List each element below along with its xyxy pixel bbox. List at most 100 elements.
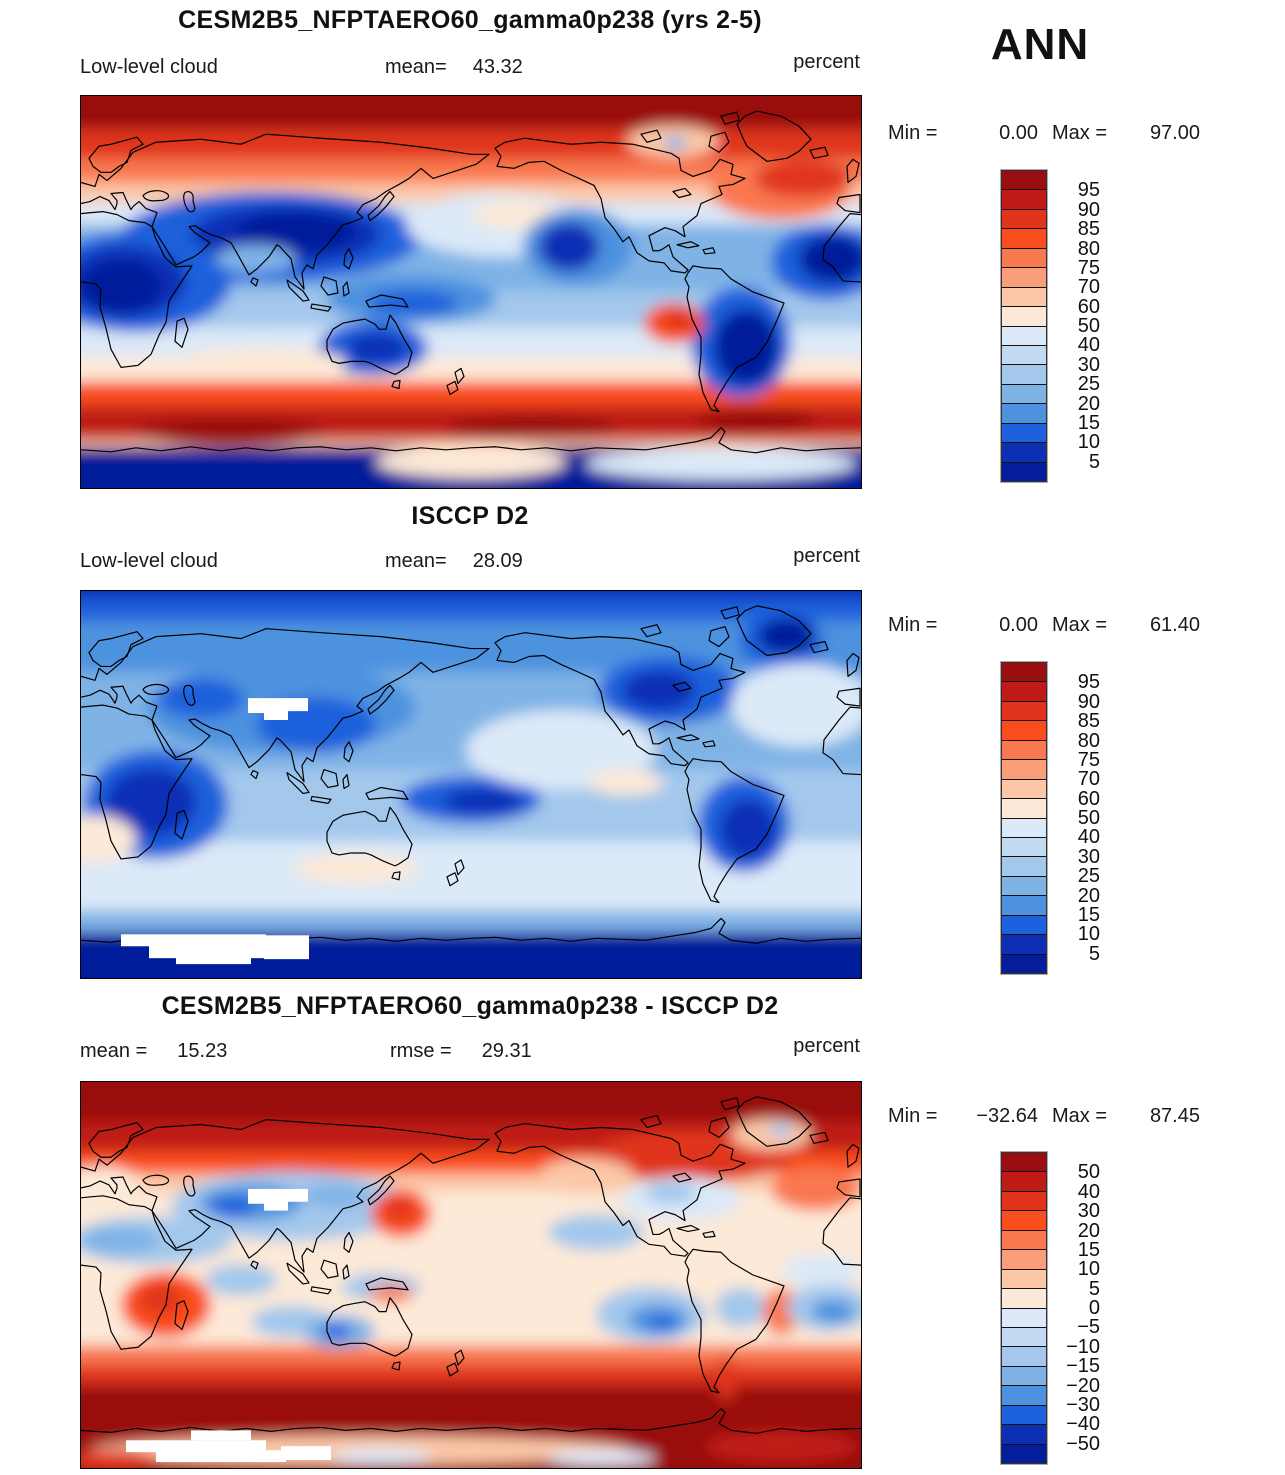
- colorbar-tick-label: 15: [1077, 903, 1100, 926]
- colorbar-tick-label: −15: [1066, 1355, 1100, 1378]
- colorbar-tick-label: 20: [1077, 392, 1100, 415]
- colorbar-segment: [1002, 875, 1046, 896]
- colorbar-segment: [1002, 403, 1046, 423]
- colorbar-segment: [1002, 189, 1046, 209]
- colorbar-tick-label: −30: [1066, 1393, 1100, 1416]
- colorbar-segment: [1002, 739, 1046, 760]
- rmse-stat: rmse = 29.31: [390, 1040, 532, 1063]
- colorbar-tick-label: 10: [1077, 923, 1100, 946]
- min-value: −32.64: [976, 1105, 1038, 1127]
- colorbar-segment: [1002, 1404, 1046, 1425]
- units-label: percent: [793, 1035, 860, 1057]
- colorbar-tick-label: 15: [1077, 411, 1100, 434]
- colorbar-segment: [1002, 247, 1046, 268]
- colorbar-tick-label: 80: [1077, 237, 1100, 260]
- mean-value: 43.32: [472, 56, 523, 78]
- map-model: [80, 95, 862, 489]
- mean-stat: mean= 43.32: [385, 56, 523, 79]
- missing-data-antarctica: [126, 1430, 331, 1463]
- colorbar-segment: [1002, 208, 1046, 229]
- colorbar-tick-label: −50: [1066, 1432, 1100, 1455]
- colorbar-segment: [1002, 344, 1046, 365]
- colorbar-segment: [1002, 1171, 1046, 1191]
- colorbar-segment: [1002, 1385, 1046, 1405]
- max-value: 97.00: [1149, 122, 1200, 144]
- max-value: 61.40: [1149, 614, 1200, 636]
- colorbar-tick-label: 5: [1088, 942, 1100, 965]
- colorbar-tick-label: 90: [1077, 690, 1100, 713]
- map-obs: [80, 590, 862, 979]
- colorbar-tick-label: 30: [1077, 353, 1100, 376]
- colorbar-segment: [1002, 895, 1046, 915]
- colorbar-obs: 95 90 85 80 75 70 60 50 40 30 25 20 15 10 5: [1000, 661, 1100, 975]
- colorbar-segment: [1002, 306, 1046, 326]
- colorbar-tick-label: 70: [1077, 768, 1100, 791]
- mean-stat: mean = 15.23: [80, 1040, 227, 1063]
- colorbar-segment: [1002, 364, 1046, 384]
- colorbar-segment: [1002, 286, 1046, 307]
- max-label: Max =: [1052, 1105, 1108, 1127]
- field-label: Low-level cloud: [80, 56, 218, 78]
- colorbar-tick-label: 70: [1077, 276, 1100, 299]
- colorbar-segment: [1002, 720, 1046, 740]
- minmax-diff: Min = −32.64 Max = 87.45: [888, 1105, 1200, 1128]
- minmax-model: Min = 0.00 Max = 97.00: [888, 122, 1200, 145]
- colorbar-tick-label: 25: [1077, 865, 1100, 888]
- minmax-obs: Min = 0.00 Max = 61.40: [888, 614, 1200, 637]
- colorbar-segment: [1002, 1268, 1046, 1289]
- colorbar-segment: [1002, 1229, 1046, 1250]
- colorbar-segment: [1002, 798, 1046, 818]
- rmse-label: rmse =: [390, 1040, 452, 1062]
- colorbar-segment: [1002, 1424, 1046, 1444]
- colorbar-tick-label: 95: [1077, 179, 1100, 202]
- panel-subtitle-row-model: Low-level cloud mean= 43.32 percent: [80, 51, 860, 84]
- min-label: Min =: [888, 614, 938, 636]
- colorbar-segment: [1002, 681, 1046, 701]
- colorbar-tick-label: −10: [1066, 1335, 1100, 1358]
- colorbar-tick-label: 20: [1077, 1219, 1100, 1242]
- colorbar-segment: [1002, 1288, 1046, 1308]
- colorbar-segment: [1002, 934, 1046, 954]
- max-label: Max =: [1052, 614, 1108, 636]
- colorbar-segment: [1002, 1210, 1046, 1230]
- colorbar-tick-label: 85: [1077, 218, 1100, 241]
- rmse-value: 29.31: [481, 1040, 532, 1062]
- colorbar-segment: [1002, 1307, 1046, 1327]
- colorbar-segment: [1002, 856, 1046, 876]
- colorbar-tick-label: 5: [1088, 1277, 1100, 1300]
- mean-value: 28.09: [472, 550, 523, 572]
- colorbar-segment: [1002, 953, 1046, 973]
- colorbar-segment: [1002, 700, 1046, 721]
- field-label: Low-level cloud: [80, 550, 218, 572]
- colorbar-tick-label: 10: [1077, 431, 1100, 454]
- min-value: 0.00: [999, 614, 1038, 636]
- colorbar-segment: [1002, 325, 1046, 345]
- colorbar-tick-label: 80: [1077, 729, 1100, 752]
- colorbar-tick-label: 75: [1077, 748, 1100, 771]
- colorbar-segment: [1002, 383, 1046, 404]
- mean-value: 15.23: [177, 1040, 228, 1062]
- colorbar-segment: [1002, 817, 1046, 837]
- colorbar-tick-label: 60: [1077, 295, 1100, 318]
- colorbar-segment: [1002, 1190, 1046, 1211]
- colorbar-tick-label: 5: [1088, 450, 1100, 473]
- colorbar-tick-label: 25: [1077, 373, 1100, 396]
- units-label: percent: [793, 51, 860, 73]
- panel-title-diff: CESM2B5_NFPTAERO60_gamma0p238 - ISCCP D2: [161, 992, 779, 1020]
- min-value: 0.00: [999, 122, 1038, 144]
- panel-subtitle-row-obs: Low-level cloud mean= 28.09 percent: [80, 545, 860, 578]
- colorbar-segment: [1002, 1153, 1046, 1172]
- min-label: Min =: [888, 1105, 938, 1127]
- colorbar-tick-label: 30: [1077, 1200, 1100, 1223]
- min-label: Min =: [888, 122, 938, 144]
- colorbar-tick-label: 50: [1077, 1161, 1100, 1184]
- colorbar-tick-label: 40: [1077, 1180, 1100, 1203]
- colorbar-tick-label: 0: [1088, 1297, 1100, 1319]
- colorbar-tick-label: 15: [1077, 1238, 1100, 1261]
- colorbar-tick-label: 30: [1077, 845, 1100, 868]
- colorbar-tick-label: 85: [1077, 710, 1100, 733]
- colorbar-segment: [1002, 267, 1046, 287]
- colorbar-segment: [1002, 1249, 1046, 1269]
- colorbar-segment: [1002, 759, 1046, 779]
